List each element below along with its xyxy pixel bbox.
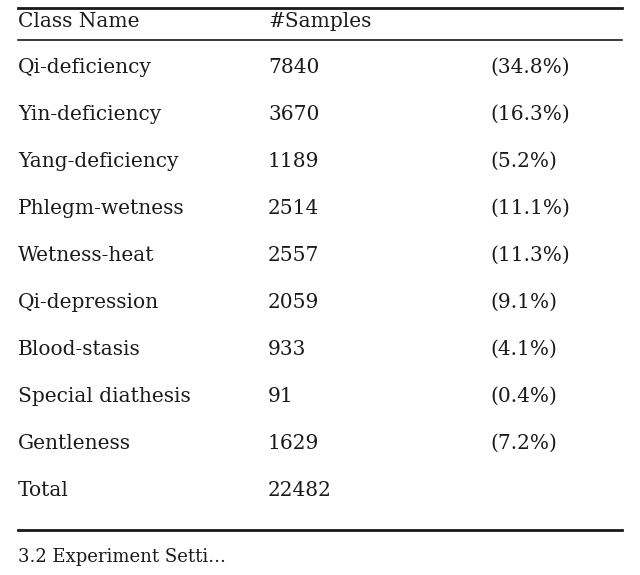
Text: Qi-depression: Qi-depression	[18, 293, 159, 312]
Text: Gentleness: Gentleness	[18, 434, 131, 453]
Text: 2059: 2059	[268, 293, 319, 312]
Text: Yin-deficiency: Yin-deficiency	[18, 105, 161, 124]
Text: (4.1%): (4.1%)	[490, 340, 557, 359]
Text: Special diathesis: Special diathesis	[18, 387, 191, 406]
Text: Yang-deficiency: Yang-deficiency	[18, 152, 179, 171]
Text: #Samples: #Samples	[268, 12, 371, 31]
Text: 1629: 1629	[268, 434, 319, 453]
Text: (16.3%): (16.3%)	[490, 105, 570, 124]
Text: 3.2 Experiment Setti...: 3.2 Experiment Setti...	[18, 548, 226, 566]
Text: (11.3%): (11.3%)	[490, 246, 570, 265]
Text: Class Name: Class Name	[18, 12, 140, 31]
Text: (11.1%): (11.1%)	[490, 199, 570, 218]
Text: 22482: 22482	[268, 481, 332, 500]
Text: Phlegm-wetness: Phlegm-wetness	[18, 199, 184, 218]
Text: (0.4%): (0.4%)	[490, 387, 557, 406]
Text: Qi-deficiency: Qi-deficiency	[18, 58, 152, 77]
Text: (7.2%): (7.2%)	[490, 434, 557, 453]
Text: Total: Total	[18, 481, 69, 500]
Text: 3670: 3670	[268, 105, 319, 124]
Text: Blood-stasis: Blood-stasis	[18, 340, 141, 359]
Text: Wetness-heat: Wetness-heat	[18, 246, 154, 265]
Text: (9.1%): (9.1%)	[490, 293, 557, 312]
Text: 2514: 2514	[268, 199, 319, 218]
Text: (34.8%): (34.8%)	[490, 58, 570, 77]
Text: 91: 91	[268, 387, 294, 406]
Text: 933: 933	[268, 340, 307, 359]
Text: (5.2%): (5.2%)	[490, 152, 557, 171]
Text: 1189: 1189	[268, 152, 319, 171]
Text: 2557: 2557	[268, 246, 319, 265]
Text: 7840: 7840	[268, 58, 319, 77]
